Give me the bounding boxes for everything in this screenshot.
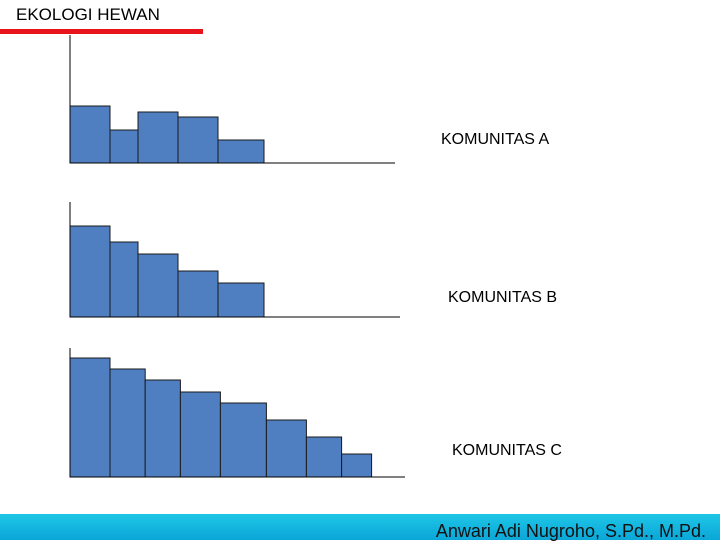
bar-3-1	[69, 357, 111, 478]
label-komunitas-a: KOMUNITAS A	[441, 131, 550, 148]
slide-title: EKOLOGI HEWAN	[16, 5, 160, 24]
bar-2-1	[69, 225, 111, 318]
label-komunitas-b: KOMUNITAS B	[448, 289, 558, 306]
bar-2-2	[109, 241, 139, 318]
chart-komunitas-b	[69, 202, 400, 318]
chart-komunitas-c	[69, 348, 405, 478]
bar-3-7	[305, 436, 343, 478]
bar-1-4	[177, 116, 219, 164]
bar-1-2	[109, 129, 139, 164]
bar-3-6	[265, 419, 307, 478]
bar-3-4	[179, 391, 221, 478]
bar-2-4	[177, 270, 219, 318]
label-komunitas-c: KOMUNITAS C	[452, 442, 562, 459]
bar-2-5	[217, 282, 265, 318]
footer-author: Anwari Adi Nugroho, S.Pd., M.Pd.	[435, 521, 706, 541]
footer-bar	[0, 514, 720, 540]
title-underline	[0, 29, 203, 34]
bar-3-5	[219, 402, 267, 478]
bar-3-2	[109, 368, 146, 478]
bar-2-3	[137, 253, 179, 318]
bar-1-5	[217, 139, 265, 164]
bar-1-3	[137, 111, 179, 164]
chart-komunitas-a	[69, 35, 395, 164]
bar-1-1	[69, 105, 111, 164]
bar-3-8	[341, 453, 373, 478]
bar-3-3	[144, 379, 181, 478]
